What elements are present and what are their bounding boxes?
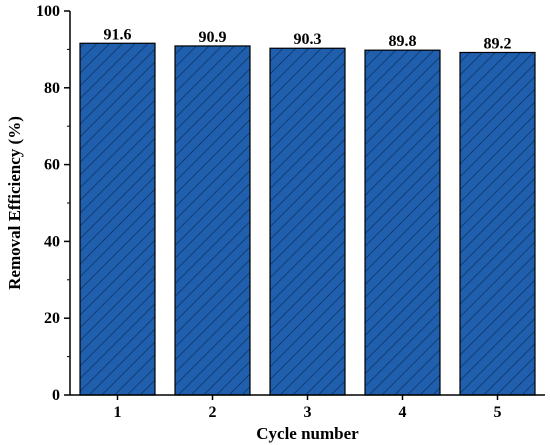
x-tick-label: 4 bbox=[399, 404, 407, 421]
bar-cycle-3 bbox=[269, 47, 346, 396]
y-axis-label: Removal Efficiency (%) bbox=[5, 116, 24, 290]
y-tick-label: 60 bbox=[44, 157, 60, 174]
bar-value-label: 90.9 bbox=[199, 29, 227, 46]
bar-value-label: 91.6 bbox=[104, 26, 132, 43]
bar-cycle-2 bbox=[174, 45, 251, 396]
y-tick-label: 100 bbox=[36, 3, 60, 20]
y-tick-label: 0 bbox=[52, 387, 60, 404]
bars-group bbox=[79, 42, 536, 396]
x-axis-label: Cycle number bbox=[256, 424, 359, 443]
y-tick-label: 80 bbox=[44, 80, 60, 97]
x-tick-label: 2 bbox=[209, 404, 217, 421]
x-ticks-group: 1 2 3 4 5 bbox=[114, 395, 502, 421]
x-tick-label: 3 bbox=[304, 404, 312, 421]
bar-value-label: 90.3 bbox=[294, 31, 322, 48]
bar-value-label: 89.2 bbox=[484, 35, 512, 52]
bar-cycle-1 bbox=[79, 42, 156, 396]
bar-cycle-4 bbox=[364, 49, 441, 396]
y-ticks-group: 0 20 40 60 80 100 bbox=[36, 3, 70, 404]
bar-cycle-5 bbox=[459, 51, 536, 396]
x-tick-label: 1 bbox=[114, 404, 122, 421]
y-tick-label: 20 bbox=[44, 310, 60, 327]
y-tick-label: 40 bbox=[44, 233, 60, 250]
bar-value-label: 89.8 bbox=[389, 33, 417, 50]
data-labels-group: 91.6 90.9 90.3 89.8 89.2 bbox=[104, 26, 512, 52]
x-tick-label: 5 bbox=[494, 404, 502, 421]
